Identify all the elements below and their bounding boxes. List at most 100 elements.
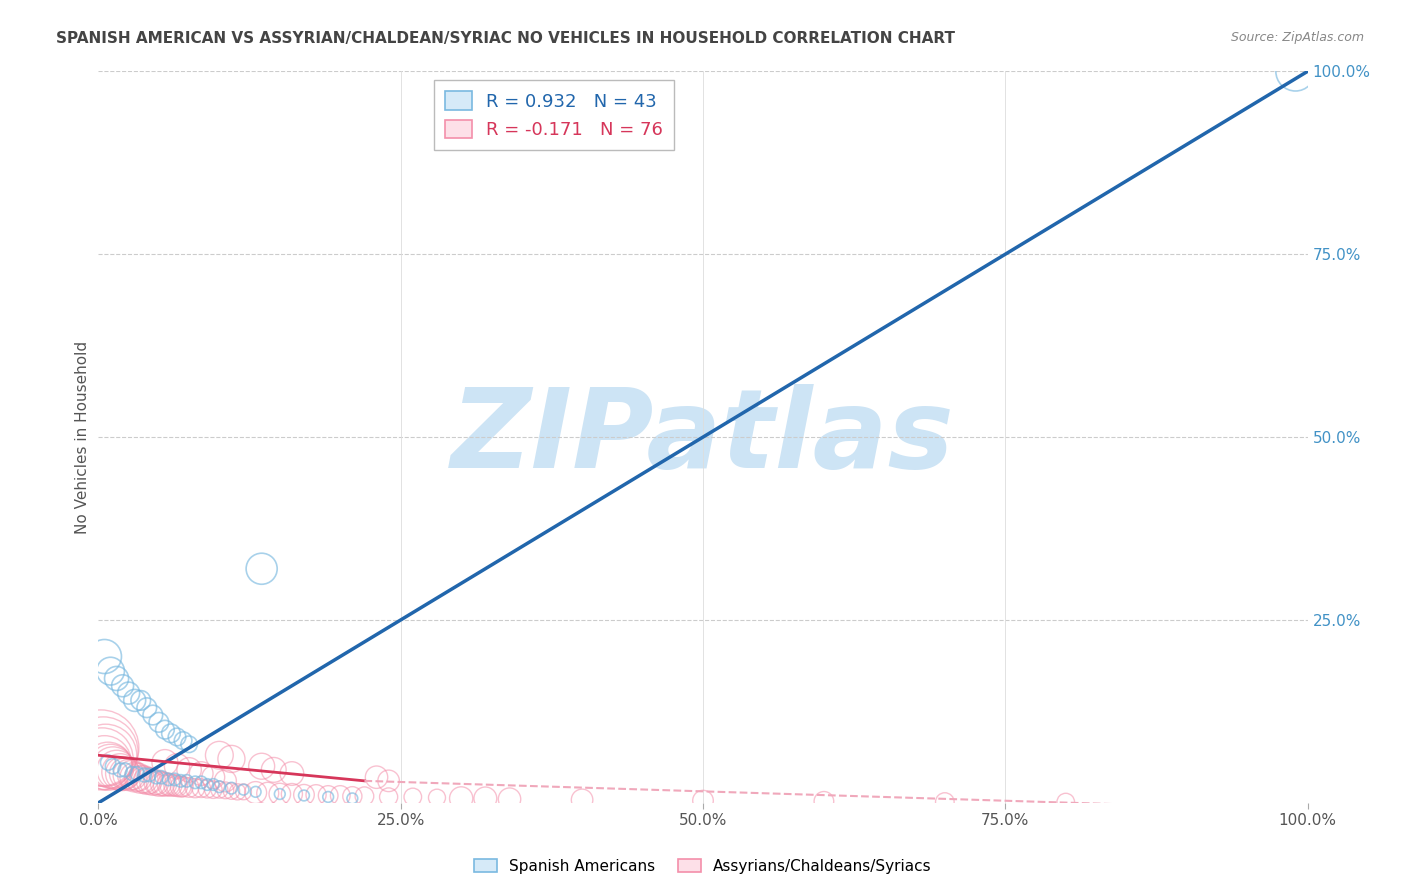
Point [142,775,165,789]
Point [202,782,225,797]
Point [152,777,174,791]
Point [221,781,243,796]
Point [245,786,267,800]
Point [153,756,176,770]
Point [232,782,254,797]
Point [105,672,128,686]
Point [145,775,167,789]
Point [166,759,188,773]
Point [142,708,165,723]
Point [316,789,339,803]
Point [329,789,352,803]
Text: Source: ZipAtlas.com: Source: ZipAtlas.com [1230,31,1364,45]
Point [169,780,191,794]
Point [93,649,115,664]
Point [160,778,183,792]
Point [692,794,714,808]
Point [129,693,152,707]
Point [148,715,170,730]
Point [377,789,399,804]
Point [135,700,157,714]
Point [179,737,201,751]
Point [190,766,212,780]
Point [118,686,141,700]
Point [127,770,149,784]
Point [101,761,124,775]
Point [172,733,194,747]
Point [232,785,254,799]
Point [571,793,593,807]
Point [208,748,231,763]
Point [305,788,328,802]
Point [121,766,143,780]
Point [93,756,115,770]
Point [100,759,122,773]
Point [195,777,218,792]
Point [97,759,120,773]
Point [934,795,956,809]
Point [281,766,304,780]
Point [184,781,207,796]
Point [250,759,273,773]
Point [100,664,122,678]
Point [450,791,472,805]
Point [316,789,339,804]
Point [208,780,231,794]
Point [91,752,114,766]
Point [190,781,212,796]
Point [114,763,136,777]
Point [292,789,315,803]
Point [221,752,243,766]
Point [97,756,120,770]
Point [91,745,114,759]
Point [214,773,236,788]
Point [195,781,218,796]
Point [263,763,285,777]
Point [163,778,186,792]
Point [342,789,364,804]
Point [402,789,425,804]
Point [292,788,315,802]
Point [256,786,278,800]
Point [135,773,157,788]
Text: ZIPatlas: ZIPatlas [451,384,955,491]
Point [269,787,291,801]
Point [226,785,249,799]
Point [1054,795,1077,809]
Point [221,784,243,798]
Point [157,772,180,787]
Point [366,770,388,784]
Point [105,763,128,777]
Point [108,763,131,777]
Point [1284,64,1306,78]
Point [114,766,136,780]
Point [245,785,267,799]
Point [101,759,124,773]
Point [250,562,273,576]
Point [153,723,176,737]
Point [202,770,225,784]
Point [94,748,117,763]
Y-axis label: No Vehicles in Household: No Vehicles in Household [75,341,90,533]
Point [166,779,188,793]
Point [269,787,291,801]
Point [166,730,188,744]
Point [160,726,183,740]
Point [353,789,375,804]
Point [172,780,194,794]
Point [202,777,225,792]
Point [179,780,201,795]
Point [127,766,149,780]
Point [124,693,146,707]
Point [214,783,236,797]
Point [90,740,112,755]
Point [145,770,167,784]
Point [184,775,207,789]
Point [498,792,520,806]
Point [813,794,835,808]
Point [129,772,152,787]
Point [179,763,201,777]
Point [124,770,146,784]
Point [138,768,160,782]
Point [163,772,186,787]
